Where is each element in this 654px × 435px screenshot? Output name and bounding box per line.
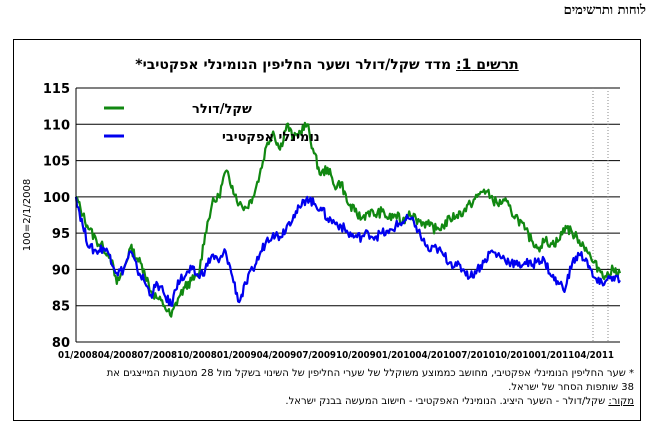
legend-label-1: שקל/דולר: [192, 102, 252, 117]
footnote-2: 38 שותפות הסחר של ישראל.: [508, 382, 634, 393]
source-line: מקור: שקל/דולר - השער היציג. הנומינלי הא…: [28, 395, 634, 409]
x-tick-label: 07/2008: [137, 350, 177, 361]
chart-title: תרשים 1: מדד שקל/דולר ושער החליפין הנומי…: [0, 57, 654, 73]
x-tick-label: 04/2011: [574, 350, 614, 361]
source-text: שקל/דולר - השער היציג. הנומינלי האפקטיבי…: [285, 396, 606, 407]
y-tick-label: 80: [52, 336, 70, 351]
x-tick-label: 10/2008: [177, 350, 217, 361]
legend: שקל/דולר נומינלי אפקטיבי: [104, 102, 320, 145]
chart-frame: [13, 39, 641, 421]
chart-title-text: מדד שקל/דולר ושער החליפין הנומינלי אפקטי…: [135, 57, 452, 73]
x-tick-label: 10/2010: [495, 350, 535, 361]
chart-title-prefix: תרשים 1:: [455, 57, 519, 73]
y-tick-label: 115: [43, 82, 70, 97]
x-tick-label: 01/2011: [535, 350, 575, 361]
y-axis-label: 100=2/1/2008: [22, 179, 33, 251]
footnotes: * שער החליפין הנומינלי אפקטיבי, מחושב כמ…: [28, 367, 634, 409]
x-tick-label: 01/2010: [376, 350, 416, 361]
x-tick-label: 10/2009: [336, 350, 376, 361]
y-tick-label: 100: [43, 191, 70, 206]
y-tick-label: 105: [43, 155, 70, 170]
grid-layer: [76, 87, 620, 307]
x-tick-label: 04/2010: [415, 350, 455, 361]
source-label: מקור:: [608, 396, 634, 407]
x-tick-label: 07/2010: [455, 350, 495, 361]
y-tick-label: 95: [52, 227, 70, 242]
series-line-2: [74, 195, 621, 307]
series-layer: [74, 121, 622, 318]
y-tick-label: 110: [43, 118, 70, 133]
x-tick-label: 01/2009: [217, 350, 257, 361]
x-tick-label: 01/2008: [58, 350, 98, 361]
x-tick-label: 04/2008: [98, 350, 138, 361]
page-header: לוחות ותרשימים: [563, 3, 646, 18]
y-tick-label: 90: [52, 263, 70, 278]
x-tick-label: 04/2009: [257, 350, 297, 361]
y-tick-label: 85: [52, 300, 70, 315]
series-line-1: [75, 121, 622, 318]
vertical-marker-lines: [592, 88, 609, 342]
x-tick-label: 07/2009: [296, 350, 336, 361]
footnote-1: * שער החליפין הנומינלי אפקטיבי, מחושב כמ…: [106, 368, 634, 379]
legend-label-2: נומינלי אפקטיבי: [222, 130, 320, 145]
